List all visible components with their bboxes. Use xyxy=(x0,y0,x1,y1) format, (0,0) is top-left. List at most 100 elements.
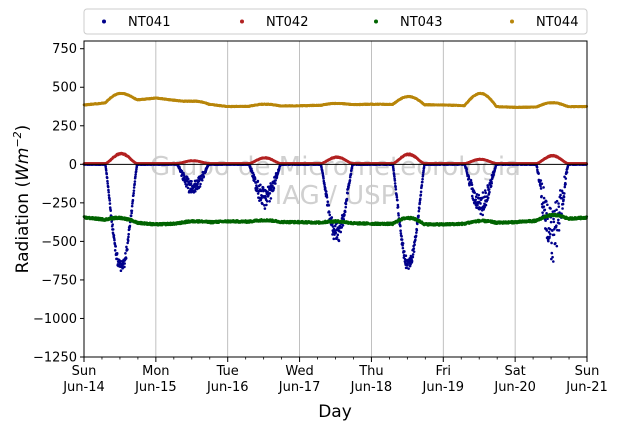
data-point xyxy=(269,182,272,185)
data-point xyxy=(348,175,352,179)
legend-marker-nt042 xyxy=(240,19,244,24)
data-point xyxy=(124,257,128,260)
data-point xyxy=(560,189,564,193)
data-point xyxy=(473,191,477,194)
data-point xyxy=(548,227,552,231)
data-point xyxy=(259,183,262,187)
data-point xyxy=(190,179,193,183)
data-point xyxy=(105,172,108,176)
data-point xyxy=(401,242,405,245)
data-point xyxy=(486,186,490,189)
data-point xyxy=(559,193,562,197)
data-point xyxy=(415,228,419,232)
data-point xyxy=(563,192,566,195)
data-point xyxy=(125,245,128,249)
data-point xyxy=(550,257,553,261)
data-point xyxy=(477,193,481,197)
data-point xyxy=(549,232,552,236)
data-point xyxy=(134,175,137,178)
data-point xyxy=(417,209,421,213)
data-point xyxy=(131,202,134,205)
data-point xyxy=(403,250,406,253)
data-point xyxy=(186,177,190,181)
data-point xyxy=(535,165,539,169)
data-point xyxy=(564,177,568,180)
data-point xyxy=(483,189,487,192)
data-point xyxy=(404,254,408,258)
legend-label-nt043: NT043 xyxy=(400,15,442,30)
data-point xyxy=(399,231,403,235)
data-point xyxy=(114,245,117,248)
data-point xyxy=(131,198,135,202)
data-point xyxy=(419,190,423,194)
data-point xyxy=(265,203,268,207)
data-point xyxy=(107,191,110,194)
data-point xyxy=(331,225,335,228)
data-point xyxy=(395,195,399,199)
data-point xyxy=(323,186,327,190)
data-point xyxy=(486,198,489,202)
data-point xyxy=(334,231,338,235)
data-point xyxy=(111,228,115,231)
data-point xyxy=(130,209,134,213)
data-point xyxy=(413,243,416,247)
legend: NT041 NT042 NT043 NT044 xyxy=(83,8,588,35)
data-point xyxy=(343,213,346,217)
data-point xyxy=(105,176,109,180)
data-point xyxy=(417,214,420,218)
data-point xyxy=(104,165,108,169)
legend-marker-nt044 xyxy=(510,19,514,24)
data-point xyxy=(539,184,542,188)
data-point xyxy=(397,212,400,215)
data-point xyxy=(474,195,478,198)
data-point xyxy=(274,182,277,185)
data-point xyxy=(486,184,490,187)
data-point xyxy=(393,179,397,182)
data-point xyxy=(483,195,487,198)
data-point xyxy=(123,265,126,269)
data-point xyxy=(263,207,267,210)
data-point xyxy=(106,182,109,185)
data-point xyxy=(126,241,129,245)
data-point xyxy=(250,167,253,170)
data-point xyxy=(542,196,546,200)
data-point xyxy=(325,195,329,199)
data-point xyxy=(343,210,347,214)
data-point xyxy=(256,187,259,190)
data-point xyxy=(107,193,111,197)
data-point xyxy=(545,212,548,215)
data-point xyxy=(392,169,395,172)
legend-label-nt041: NT041 xyxy=(128,15,170,30)
data-point xyxy=(112,234,116,237)
data-point xyxy=(266,190,269,194)
data-point xyxy=(113,238,116,242)
data-point xyxy=(265,200,269,203)
data-point xyxy=(259,189,263,193)
data-point xyxy=(108,202,112,205)
data-point xyxy=(555,244,559,248)
data-point xyxy=(199,182,202,186)
data-point xyxy=(127,235,130,239)
data-point xyxy=(549,207,552,210)
data-point xyxy=(422,166,426,169)
data-point xyxy=(561,202,565,206)
data-point xyxy=(414,234,418,238)
data-point xyxy=(412,247,416,250)
data-point xyxy=(115,252,119,255)
data-point xyxy=(555,199,559,203)
data-point xyxy=(396,203,400,207)
data-point xyxy=(327,204,331,207)
data-point xyxy=(551,255,554,259)
series-nt042 xyxy=(82,151,589,165)
data-point xyxy=(490,182,493,185)
data-point xyxy=(557,202,560,205)
data-point xyxy=(132,186,136,189)
data-point xyxy=(128,227,131,231)
data-point xyxy=(121,266,124,270)
data-point xyxy=(189,182,193,186)
data-point xyxy=(130,211,133,215)
data-point xyxy=(411,255,415,259)
data-point xyxy=(465,167,469,171)
